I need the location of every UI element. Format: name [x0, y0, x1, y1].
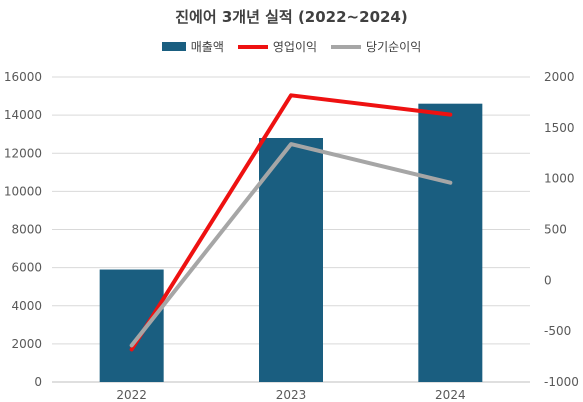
line-operating-profit — [129, 93, 453, 352]
y-left-tick-label: 16000 — [4, 70, 42, 84]
y-left-tick-label: 14000 — [4, 108, 42, 122]
y-left-tick-label: 4000 — [11, 299, 42, 313]
y-left-tick-label: 8000 — [11, 223, 42, 237]
y-right-tick-label: 1500 — [544, 121, 575, 135]
y-right-tick-label: 0 — [544, 273, 552, 287]
legend: 매출액 영업이익 당기순이익 — [0, 38, 583, 55]
y-right-tick-label: -1000 — [544, 375, 579, 389]
x-tick-label: 2023 — [276, 388, 307, 402]
legend-item-revenue: 매출액 — [161, 38, 224, 55]
x-tick-label: 2022 — [116, 388, 147, 402]
legend-item-operating-profit: 영업이익 — [237, 38, 318, 55]
legend-label-revenue: 매출액 — [190, 40, 224, 54]
y-left-tick-label: 10000 — [4, 184, 42, 198]
y-left-tick-label: 2000 — [11, 337, 42, 351]
y-right-tick-label: 2000 — [544, 70, 575, 84]
x-tick-label: 2024 — [435, 388, 466, 402]
chart-title: 진에어 3개년 실적 (2022~2024) — [175, 8, 408, 26]
legend-swatch-net-income — [331, 44, 362, 49]
y-right-tick-label: 1000 — [544, 172, 575, 186]
line-net-income — [129, 142, 453, 348]
legend-label-operating-profit: 영업이익 — [272, 40, 318, 54]
legend-item-net-income: 당기순이익 — [331, 38, 421, 55]
bar-revenue — [259, 138, 323, 382]
y-right-tick-label: 500 — [544, 223, 567, 237]
y-left-tick-label: 12000 — [4, 146, 42, 160]
bar-revenue — [99, 269, 164, 382]
legend-swatch-operating-profit — [237, 44, 268, 49]
y-right-tick-label: -500 — [544, 324, 571, 338]
legend-label-net-income: 당기순이익 — [366, 40, 422, 54]
bar-revenue — [418, 103, 483, 382]
legend-swatch-revenue — [161, 42, 186, 51]
y-left-tick-label: 0 — [34, 375, 42, 389]
y-left-tick-label: 6000 — [11, 261, 42, 275]
